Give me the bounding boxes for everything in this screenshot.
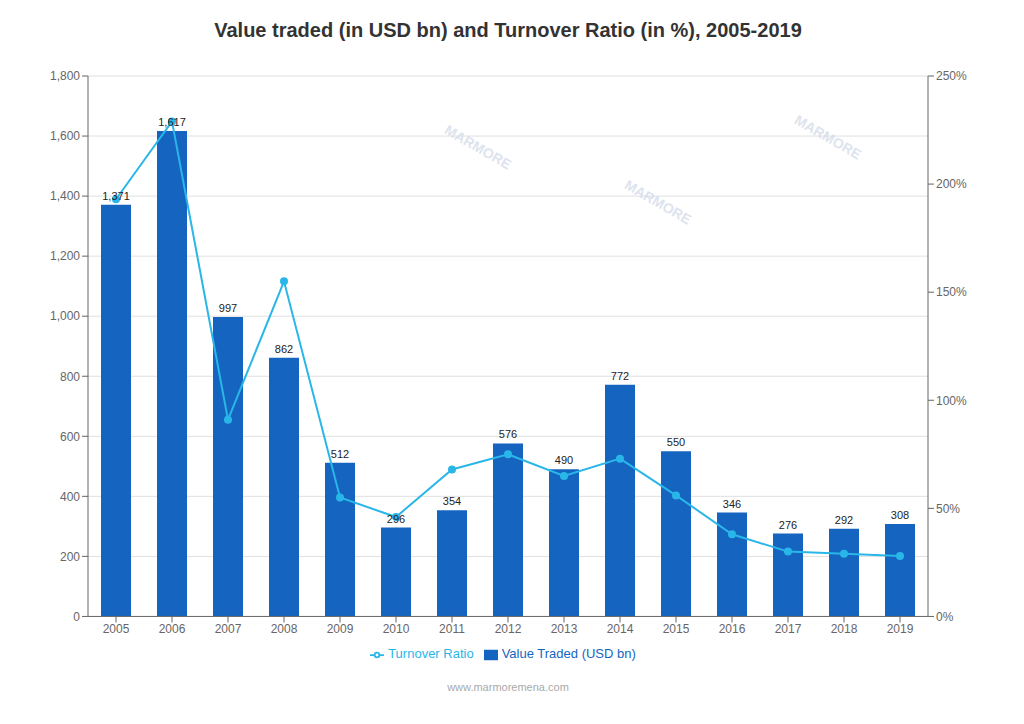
svg-text:576: 576 [499,428,517,440]
svg-text:2012: 2012 [495,622,522,636]
svg-text:2018: 2018 [831,622,858,636]
svg-text:150%: 150% [936,285,967,299]
svg-text:308: 308 [891,509,909,521]
svg-text:800: 800 [60,370,80,384]
svg-text:400: 400 [60,490,80,504]
svg-text:200: 200 [60,550,80,564]
svg-text:2019: 2019 [887,622,914,636]
svg-text:0: 0 [73,610,80,624]
svg-text:490: 490 [555,454,573,466]
svg-text:292: 292 [835,514,853,526]
svg-text:772: 772 [611,370,629,382]
svg-text:2015: 2015 [663,622,690,636]
svg-text:346: 346 [723,498,741,510]
html-text:Value traded (in USD bn) and T: Value traded (in USD bn) and Turnover Ra… [214,19,802,41]
svg-text:600: 600 [60,430,80,444]
svg-text:354: 354 [443,495,461,507]
svg-text:550: 550 [667,436,685,448]
html-text:www.marmoremena.com: www.marmoremena.com [447,681,569,693]
svg-text:862: 862 [275,343,293,355]
svg-text:2010: 2010 [383,622,410,636]
svg-text:2013: 2013 [551,622,578,636]
svg-text:2009: 2009 [327,622,354,636]
svg-text:2011: 2011 [439,622,465,636]
svg-text:2008: 2008 [271,622,298,636]
svg-text:1,400: 1,400 [50,189,80,203]
svg-text:512: 512 [331,448,349,460]
svg-text:100%: 100% [936,394,967,408]
svg-text:296: 296 [387,513,405,525]
svg-text:2005: 2005 [103,622,130,636]
svg-text:1,000: 1,000 [50,309,80,323]
svg-text:2007: 2007 [215,622,242,636]
html-text:Value Traded (USD bn): Value Traded (USD bn) [501,646,636,662]
svg-text:250%: 250% [936,69,967,83]
html-text:MARMORE: MARMORE [792,111,864,163]
svg-text:1,617: 1,617 [158,116,186,128]
svg-text:200%: 200% [936,177,967,191]
svg-text:997: 997 [219,302,237,314]
html-text:Turnover Ratio: Turnover Ratio [388,646,474,662]
svg-text:2014: 2014 [607,622,634,636]
svg-text:276: 276 [779,519,797,531]
svg-text:2006: 2006 [159,622,186,636]
svg-text:1,600: 1,600 [50,129,80,143]
html-text:MARMORE: MARMORE [622,176,694,228]
svg-text:1,800: 1,800 [50,69,80,83]
svg-text:1,200: 1,200 [50,249,80,263]
svg-text:1,371: 1,371 [102,190,130,202]
svg-text:2017: 2017 [775,622,802,636]
svg-text:50%: 50% [936,502,960,516]
svg-text:2016: 2016 [719,622,746,636]
html-text:MARMORE: MARMORE [442,121,514,173]
svg-text:0%: 0% [936,610,954,624]
